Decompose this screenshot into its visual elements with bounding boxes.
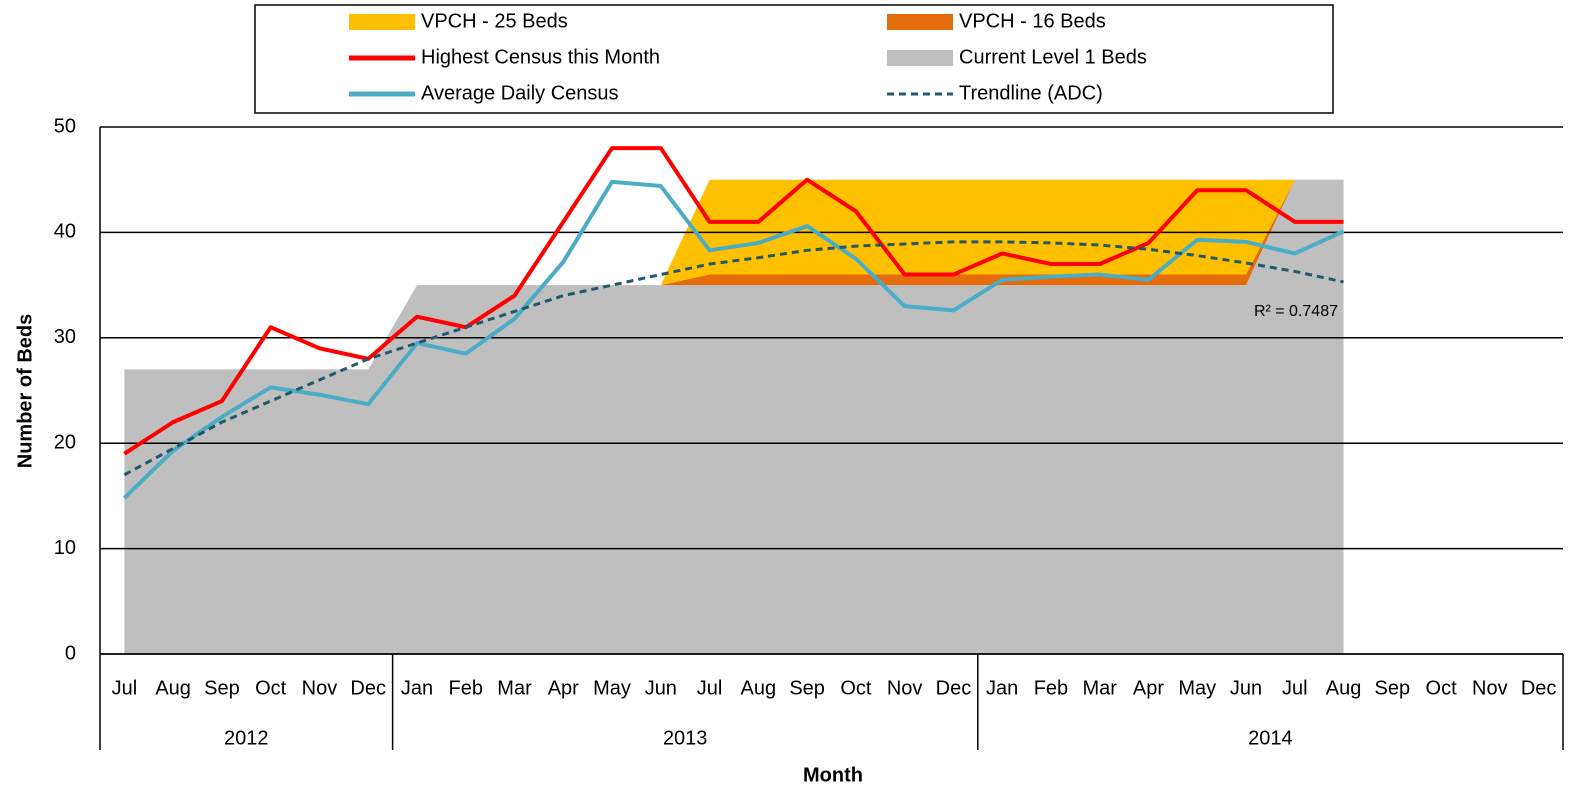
y-tick-label: 30 [54,326,76,348]
x-tick-label: Jul [112,677,138,699]
x-tick-label: Aug [1326,677,1362,699]
annotation: R² = 0.7487 [1254,303,1338,320]
legend-label: VPCH - 25 Beds [421,10,568,32]
x-tick-label: Dec [936,677,972,699]
x-tick-label: Nov [302,677,338,699]
x-tick-label: Jul [697,677,723,699]
grid [99,126,1563,655]
legend-label: Highest Census this Month [421,46,660,68]
x-tick-label: Oct [255,677,287,699]
line [122,179,1345,500]
x-tick-label: Dec [350,677,386,699]
x-tick-label: Aug [155,677,191,699]
legend-swatch [887,50,953,66]
x-tick-label: Jul [1282,677,1308,699]
x-tick-label: Mar [497,677,532,699]
x-group-label: 2013 [663,727,708,749]
x-axis-label: Month [803,764,863,786]
x-tick-label: Jun [645,677,677,699]
y-tick-label: 10 [54,537,76,559]
x-tick-label: Sep [204,677,240,699]
x-tick-label: Apr [1133,677,1164,699]
x-tick-label: Jun [1230,677,1262,699]
x-tick-label: Mar [1082,677,1117,699]
x-tick-label: Jan [986,677,1018,699]
legend-label: Trendline (ADC) [959,82,1103,104]
legend-box [254,4,1334,114]
x-tick-label: Sep [789,677,825,699]
trendline [123,240,1344,477]
x-tick-label: Feb [449,677,483,699]
area [124,179,1344,654]
y-tick-label: 50 [54,115,76,137]
y-tick-label: 0 [65,642,76,664]
x-group-label: 2012 [224,727,269,749]
legend-label: Current Level 1 Beds [959,46,1147,68]
legend-label: Average Daily Census [421,82,619,104]
x-tick-label: Nov [1472,677,1508,699]
y-axis-label: Number of Beds [14,314,36,468]
x-tick-label: Nov [887,677,923,699]
x-tick-label: Aug [741,677,777,699]
x-tick-label: Oct [840,677,872,699]
legend-swatch [887,14,953,30]
legend-swatch [349,14,415,30]
x-tick-label: Sep [1375,677,1411,699]
line [123,146,1344,456]
lines [122,146,1345,500]
areas [124,179,1344,654]
legend-label: VPCH - 16 Beds [959,10,1106,32]
x-tick-label: Jan [401,677,433,699]
x-tick-label: Feb [1034,677,1068,699]
x-tick-label: Dec [1521,677,1557,699]
y-tick-label: 40 [54,221,76,243]
y-tick-label: 20 [54,431,76,453]
x-tick-label: Oct [1426,677,1458,699]
x-group-label: 2014 [1248,727,1293,749]
x-tick-label: May [1178,677,1216,699]
x-tick-label: May [593,677,631,699]
x-tick-label: Apr [548,677,579,699]
